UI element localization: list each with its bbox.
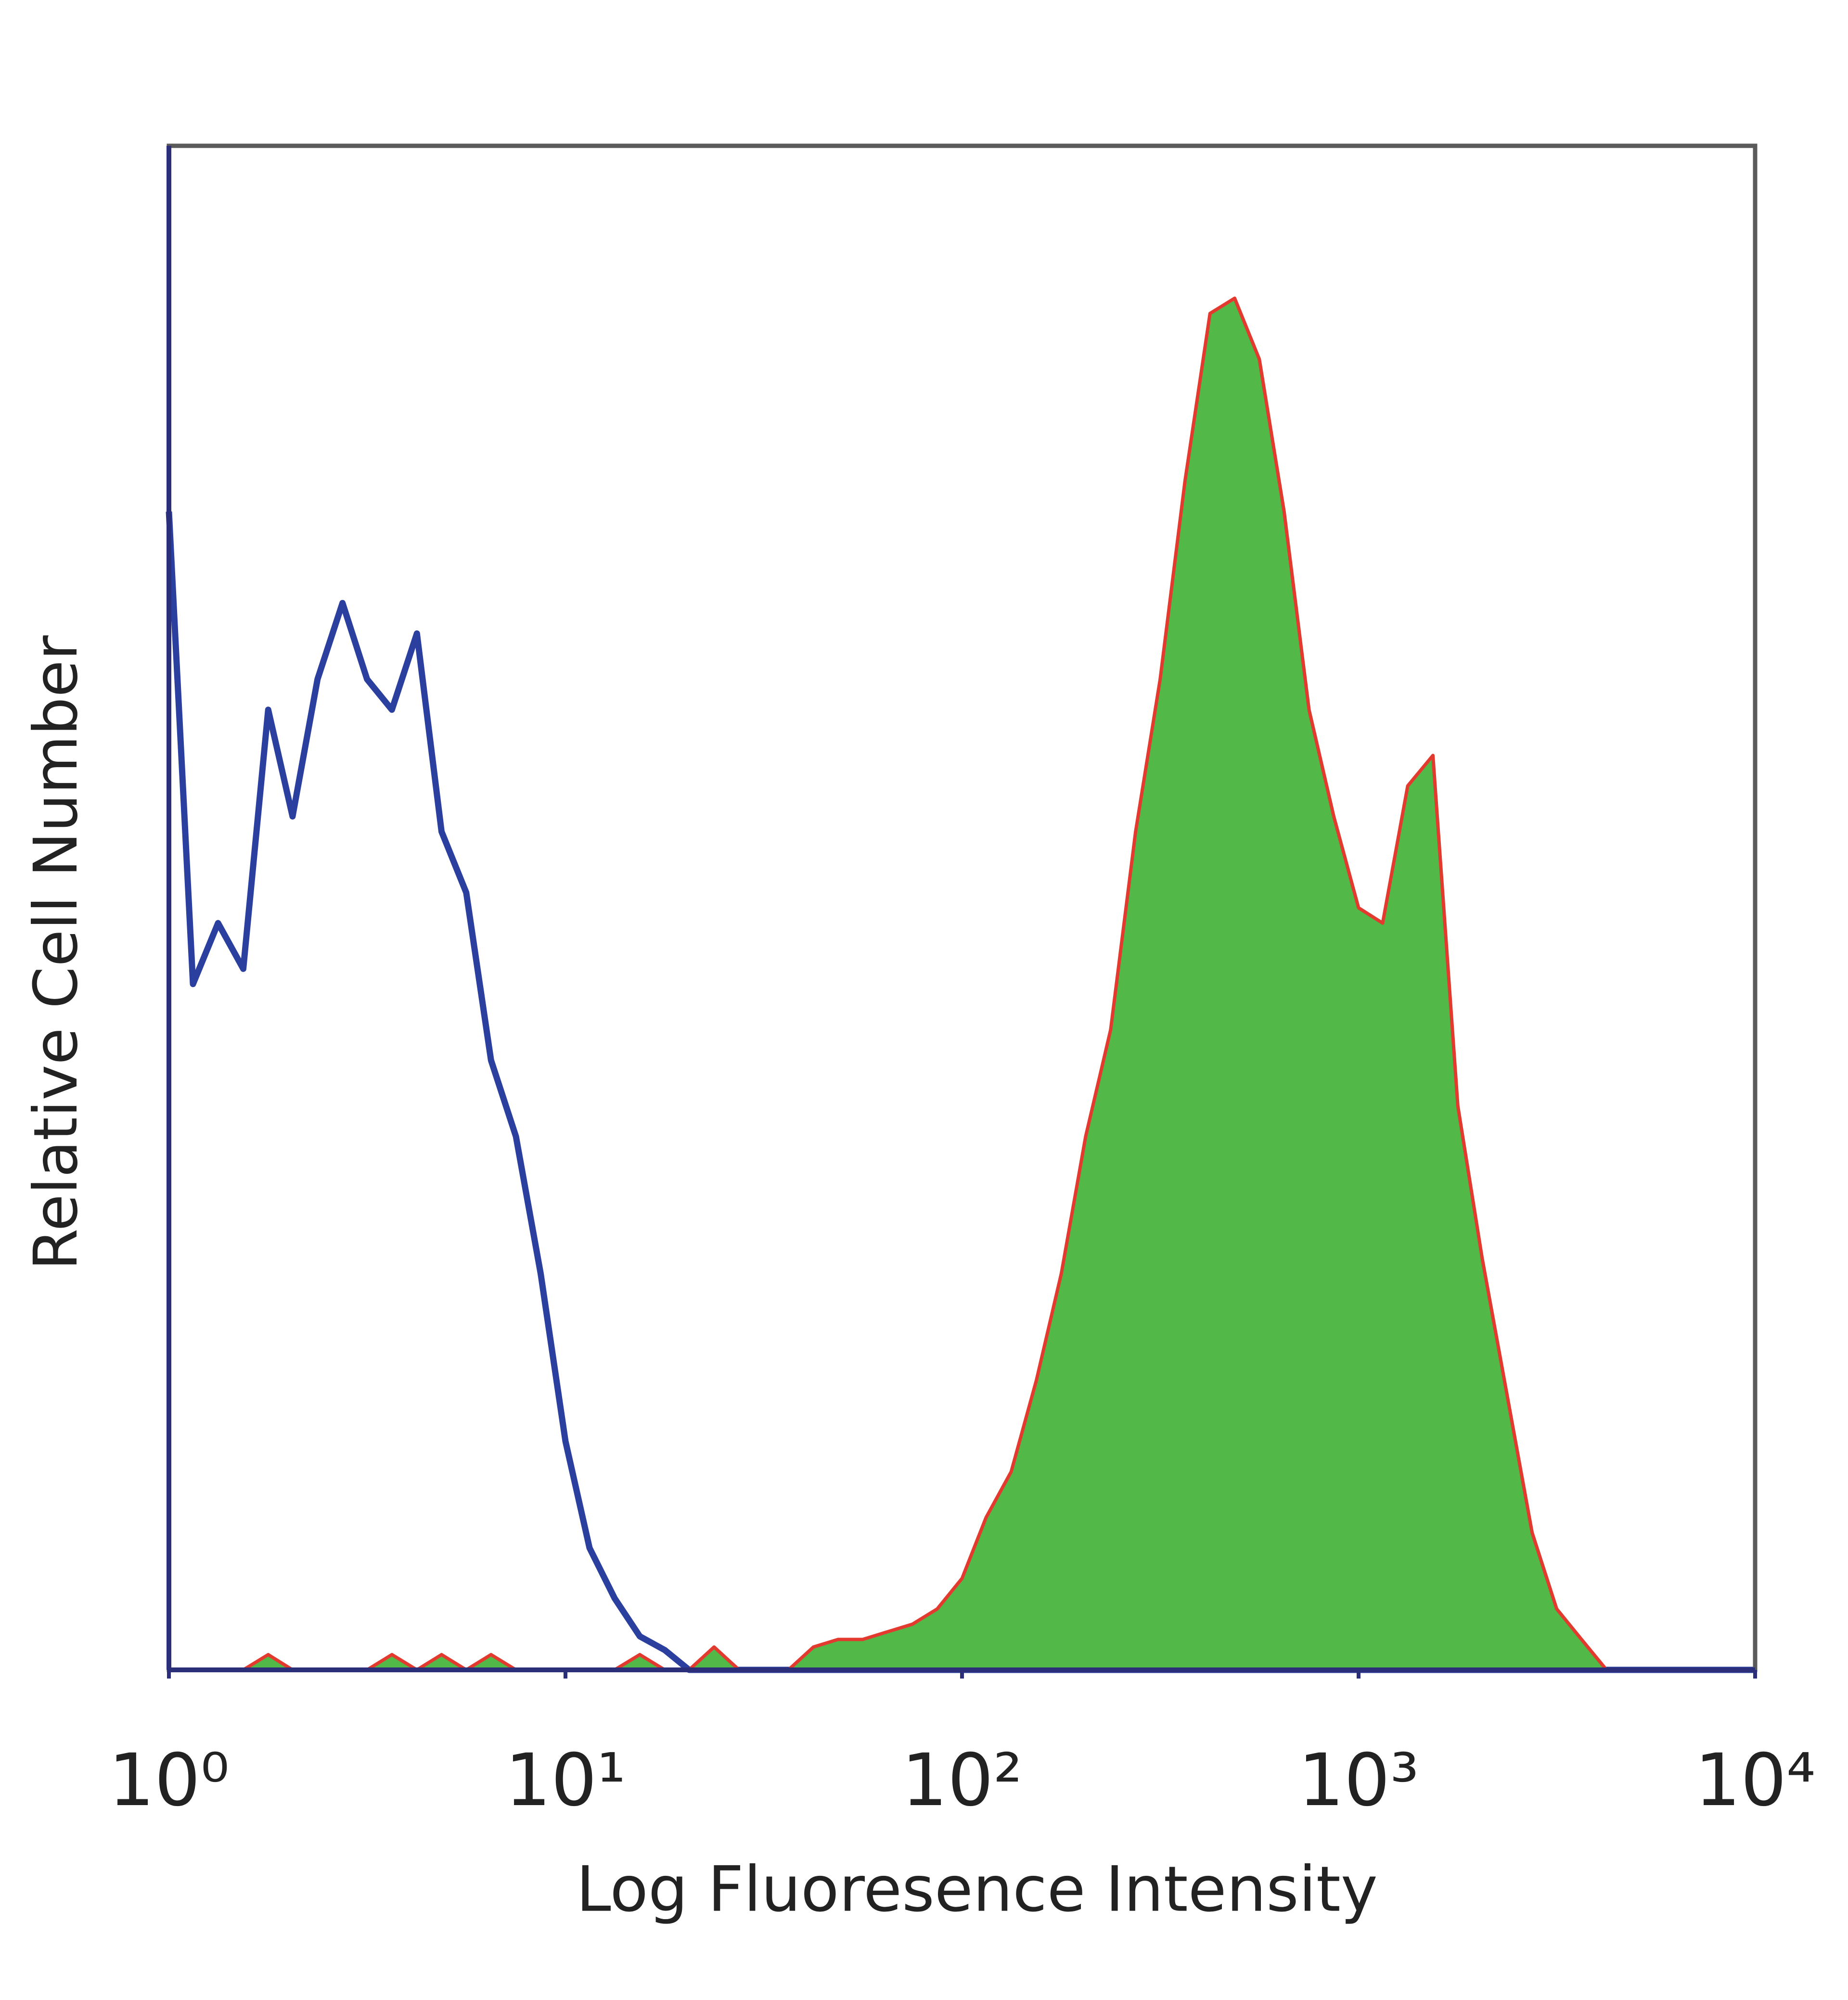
area xyxy=(169,298,1755,1670)
x-tick-label: 10¹ xyxy=(505,1739,626,1822)
x-tick-label: 10² xyxy=(901,1739,1022,1822)
x-tick-label: 10³ xyxy=(1298,1739,1419,1822)
area-edge xyxy=(169,296,1755,1672)
x-axis-label: Log Fluoresence Intensity xyxy=(576,1853,1378,1926)
x-tick-label: 10⁴ xyxy=(1694,1739,1815,1822)
x-tick-label: 10⁰ xyxy=(108,1739,229,1822)
y-axis-label: Relative Cell Number xyxy=(21,635,91,1270)
